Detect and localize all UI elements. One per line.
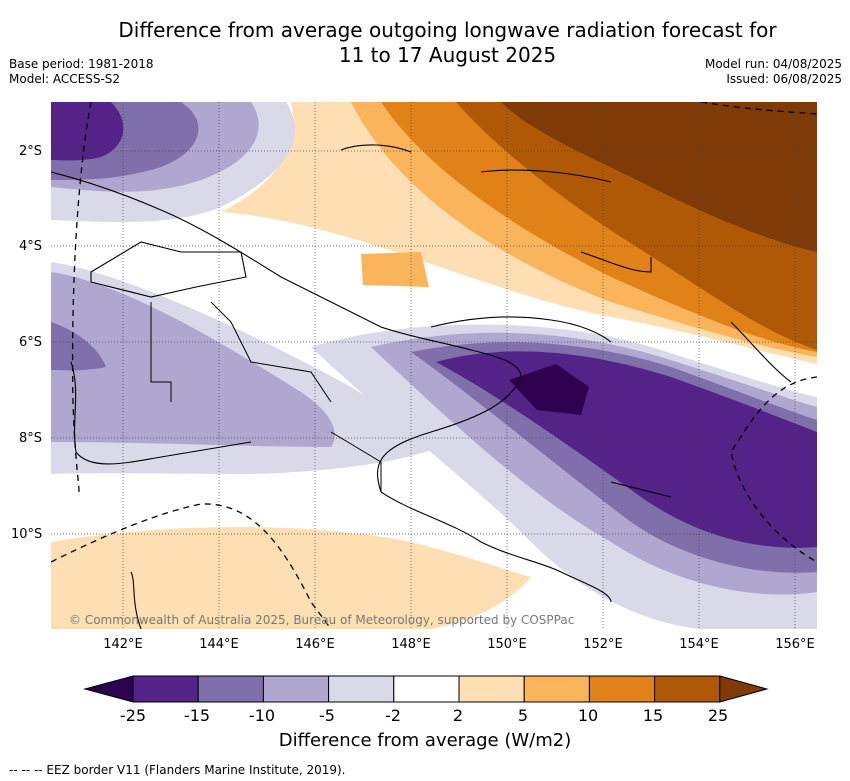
- colorbar-swatch: [132, 675, 199, 703]
- title-line-2: 11 to 17 August 2025: [338, 43, 557, 67]
- meta-left: Base period: 1981-2018 Model: ACCESS-S2: [9, 57, 154, 87]
- eez-legend: -- -- -- EEZ border V11 (Flanders Marine…: [9, 763, 346, 777]
- map-title: Difference from average outgoing longwav…: [0, 18, 850, 68]
- lon-label-148e: 148°E: [391, 637, 431, 652]
- west-purple-dark: [51, 102, 124, 161]
- lat-label-6s: 6°S: [19, 335, 43, 350]
- graticule: [51, 102, 817, 629]
- coastlines: [51, 144, 792, 629]
- colorbar-tick: 10: [577, 706, 599, 725]
- lat-label-10s: 10°S: [11, 527, 43, 542]
- lon-label-142e: 142°E: [103, 637, 143, 652]
- colorbar-tick: -25: [119, 706, 147, 725]
- province-borders: [150, 301, 382, 492]
- colorbar-tick: 15: [642, 706, 664, 725]
- lat-label-2s: 2°S: [19, 144, 43, 159]
- lon-label-146e: 146°E: [295, 637, 335, 652]
- eez-borders: [51, 102, 817, 629]
- lat-label-4s: 4°S: [19, 239, 43, 254]
- title-line-1: Difference from average outgoing longwav…: [118, 18, 777, 42]
- east-purple-darkest: [509, 364, 589, 415]
- colorbar-tick: -15: [183, 706, 211, 725]
- sw-purple-light: [51, 272, 335, 447]
- map-credit: © Commonwealth of Australia 2025, Bureau…: [69, 613, 575, 627]
- lon-label-152e: 152°E: [583, 637, 623, 652]
- colorbar-swatch: [523, 675, 590, 703]
- colorbar-tick: 25: [707, 706, 729, 725]
- colorbar-swatch: [328, 675, 395, 703]
- band-dark-brown: [501, 102, 817, 252]
- colorbar-swatch: [393, 675, 460, 703]
- base-period: Base period: 1981-2018: [9, 57, 154, 71]
- lat-label-8s: 8°S: [19, 431, 43, 446]
- colorbar-swatch: [262, 675, 330, 703]
- colorbar-tick: -5: [319, 706, 335, 725]
- colorbar-extend-low: [83, 675, 134, 703]
- lon-label-150e: 150°E: [487, 637, 527, 652]
- map-panel: © Commonwealth of Australia 2025, Bureau…: [51, 102, 817, 629]
- colorbar-tick: 5: [517, 706, 529, 725]
- colorbar-label: Difference from average (W/m2): [278, 730, 572, 751]
- colorbar-tick: 2: [452, 706, 464, 725]
- orange-patch: [361, 252, 429, 287]
- colorbar-swatch: [654, 675, 721, 703]
- colorbar-swatch: [588, 675, 656, 703]
- model-name: Model: ACCESS-S2: [9, 72, 121, 86]
- colorbar-swatch: [197, 675, 264, 703]
- model-run: Model run: 04/08/2025: [704, 57, 842, 71]
- anomaly-field: [51, 102, 817, 629]
- sw-purple-mid: [51, 322, 106, 371]
- meta-right: Model run: 04/08/2025 Issued: 06/08/2025: [705, 57, 842, 87]
- colorbar-extend-high: [719, 675, 769, 703]
- lon-label-156e: 156°E: [775, 637, 815, 652]
- colorbar-tick: -10: [248, 706, 276, 725]
- colorbar-swatch: [458, 675, 525, 703]
- colorbar-tick: -2: [385, 706, 401, 725]
- lon-label-144e: 144°E: [199, 637, 239, 652]
- lon-label-154e: 154°E: [679, 637, 719, 652]
- issued-date: Issued: 06/08/2025: [726, 72, 842, 86]
